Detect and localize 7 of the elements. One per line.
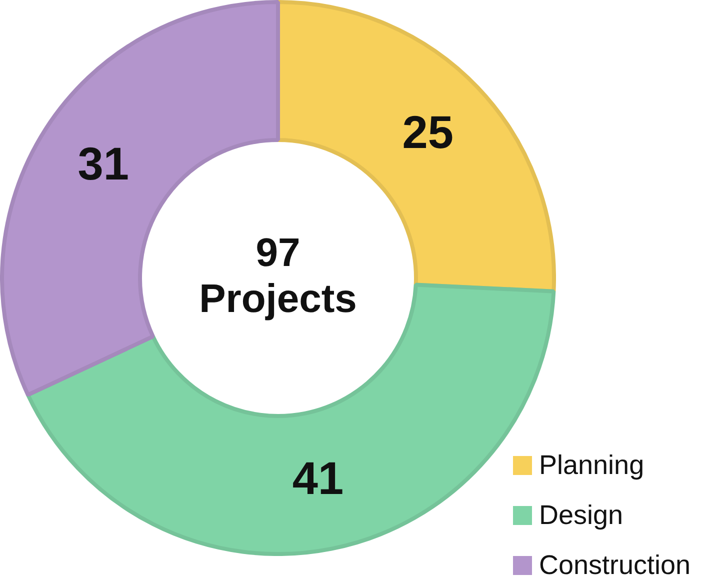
- legend-label: Design: [539, 500, 624, 530]
- text: 97 Projects: [199, 231, 357, 322]
- data-label: 41: [292, 452, 344, 504]
- legend-label: Planning: [539, 450, 644, 480]
- legend-label: Construction: [539, 550, 691, 577]
- data-label: 25: [402, 106, 454, 158]
- data-label: 31: [78, 138, 129, 190]
